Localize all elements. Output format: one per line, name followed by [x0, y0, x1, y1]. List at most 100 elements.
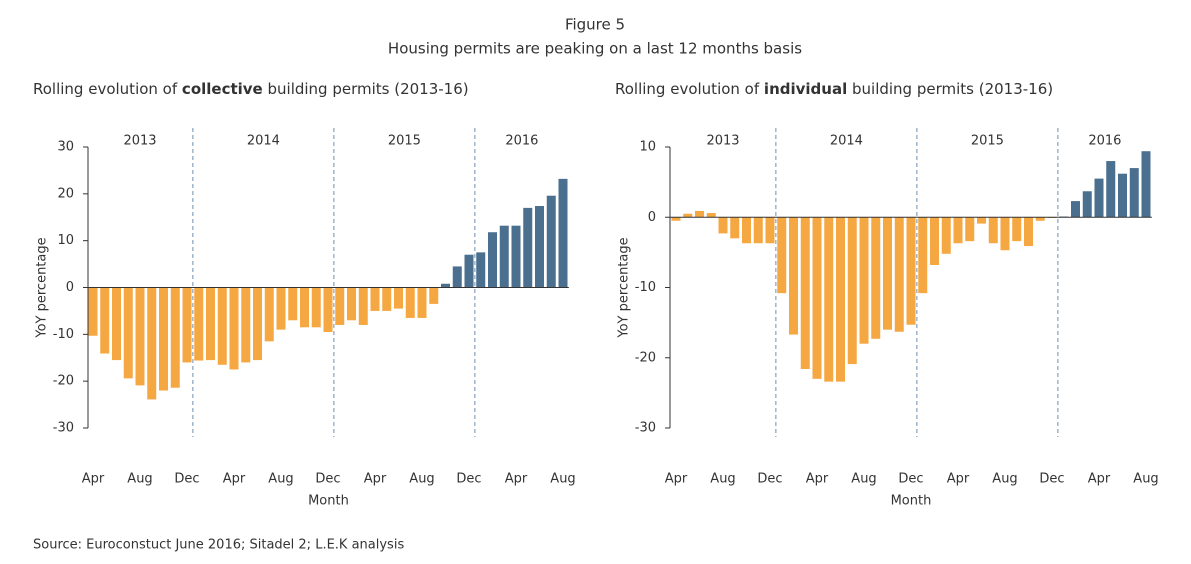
bar	[488, 232, 497, 288]
bar	[358, 287, 368, 325]
bar	[789, 217, 798, 335]
bar	[335, 287, 345, 325]
year-label: 2016	[1088, 134, 1121, 149]
x-tick-label: Aug	[1133, 472, 1158, 487]
source: Source: Euroconstuct June 2016; Sitadel …	[33, 538, 404, 553]
x-tick-label: Apr	[82, 472, 105, 487]
bar	[311, 287, 321, 328]
bar	[135, 287, 145, 386]
year-label: 2016	[505, 134, 538, 149]
x-tick-label: Apr	[806, 472, 829, 487]
bar	[941, 217, 951, 254]
bar	[476, 252, 486, 288]
x-tick-label: Apr	[665, 472, 688, 487]
y-tick-label: 30	[57, 140, 74, 155]
year-label: 2013	[706, 134, 739, 149]
bar	[1129, 168, 1139, 218]
y-tick-label: 20	[57, 186, 74, 201]
bar	[1071, 201, 1080, 218]
bar	[930, 217, 939, 266]
bar	[1012, 217, 1022, 242]
bar	[977, 217, 986, 224]
bar	[253, 287, 262, 361]
bar	[347, 287, 356, 321]
title-part: Rolling evolution of	[33, 80, 182, 98]
y-tick-label: 10	[639, 140, 656, 155]
y-tick-label: -20	[635, 350, 656, 365]
bar	[194, 287, 204, 361]
x-tick-label: Aug	[710, 472, 735, 487]
bar	[159, 287, 168, 391]
bar	[871, 217, 881, 339]
bar	[1118, 173, 1127, 218]
bar	[883, 217, 892, 330]
bar	[100, 287, 110, 354]
x-tick-label: Aug	[851, 472, 876, 487]
bar	[718, 217, 728, 234]
chart-title: Rolling evolution of individual building…	[615, 80, 1053, 98]
bar	[836, 217, 845, 382]
bar	[452, 266, 462, 288]
x-tick-label: Aug	[992, 472, 1017, 487]
bar	[147, 287, 157, 400]
bar	[988, 217, 998, 244]
bar	[394, 287, 403, 309]
bar	[965, 217, 975, 242]
figure-title: Figure 5	[565, 16, 625, 34]
y-tick-label: 10	[57, 233, 74, 248]
bar	[730, 217, 740, 239]
bar	[753, 217, 763, 244]
bar	[894, 217, 904, 332]
y-tick-label: -30	[53, 421, 74, 436]
year-label: 2014	[247, 134, 280, 149]
bar	[695, 210, 704, 218]
y-axis-label: YoY percentage	[35, 237, 50, 338]
x-tick-label: Apr	[947, 472, 970, 487]
bar	[370, 287, 380, 311]
bar	[382, 287, 392, 311]
bar	[558, 178, 568, 288]
title-part: Rolling evolution of	[615, 80, 764, 98]
bar	[441, 283, 450, 288]
bar	[859, 217, 869, 344]
bar	[535, 206, 544, 288]
bar	[288, 287, 298, 321]
bar	[1094, 178, 1104, 218]
bar	[1106, 161, 1116, 218]
bar	[824, 217, 834, 382]
x-tick-label: Dec	[456, 472, 481, 487]
x-tick-label: Aug	[268, 472, 293, 487]
bar	[417, 287, 427, 318]
x-axis-label: Month	[308, 494, 349, 509]
bar	[300, 287, 309, 328]
bar	[112, 287, 121, 361]
x-tick-label: Apr	[364, 472, 387, 487]
bar	[683, 213, 693, 218]
x-tick-label: Apr	[223, 472, 246, 487]
year-label: 2014	[830, 134, 863, 149]
bar	[229, 287, 239, 370]
x-tick-label: Aug	[127, 472, 152, 487]
bar	[1141, 151, 1151, 218]
bar	[123, 287, 133, 379]
y-tick-label: 0	[66, 280, 74, 295]
bar	[217, 287, 227, 365]
x-tick-label: Apr	[505, 472, 528, 487]
bar	[241, 287, 251, 363]
bar	[170, 287, 180, 388]
bar	[499, 225, 509, 288]
bar	[511, 225, 521, 288]
bar	[918, 217, 928, 294]
y-tick-label: -20	[53, 374, 74, 389]
title-bold: individual	[764, 80, 847, 98]
bar	[1035, 217, 1045, 221]
bar	[1082, 191, 1092, 218]
bar	[1000, 217, 1010, 251]
bar	[464, 254, 474, 288]
bar	[429, 287, 439, 304]
y-axis-label: YoY percentage	[617, 237, 632, 338]
x-tick-label: Apr	[1088, 472, 1111, 487]
bar	[765, 217, 775, 244]
bar	[276, 287, 286, 330]
bar	[264, 287, 274, 342]
